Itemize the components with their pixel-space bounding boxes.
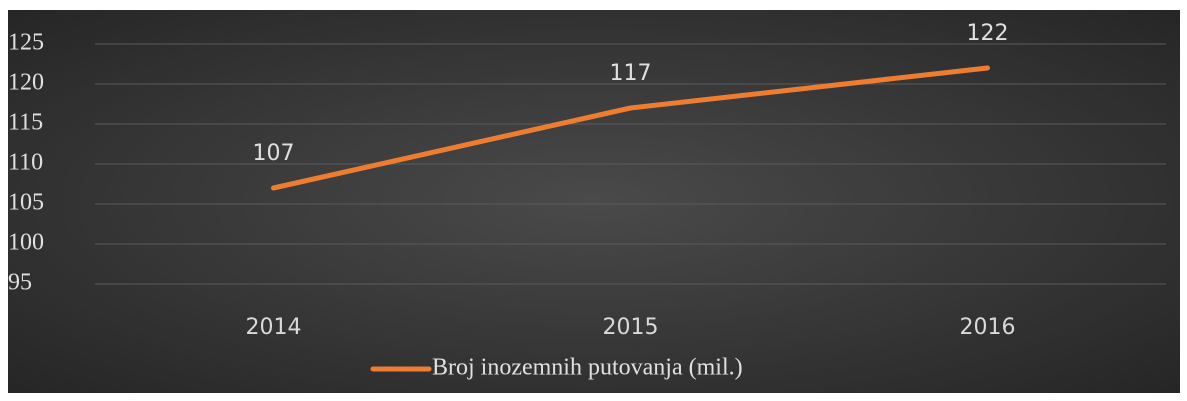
x-tick-label: 2014 — [246, 315, 302, 340]
chart-background — [8, 10, 1180, 393]
data-line — [271, 65, 990, 191]
y-tick-label: 100 — [8, 230, 44, 256]
data-label: 117 — [610, 61, 652, 86]
legend-label: Broj inozemnih putovanja (mil.) — [432, 355, 743, 381]
data-label: 122 — [967, 21, 1009, 46]
y-tick-label: 115 — [8, 110, 43, 136]
data-label: 107 — [253, 141, 295, 166]
y-tick-label: 110 — [8, 150, 43, 176]
y-tick-label: 125 — [8, 30, 44, 56]
plot: 95 100 105 110 115 120 125 2014 2015 2016 107 117 12… — [8, 21, 1166, 381]
y-tick-label: 95 — [8, 270, 32, 296]
x-tick-label: 2015 — [603, 315, 659, 340]
y-tick-label: 120 — [8, 70, 44, 96]
x-tick-label: 2016 — [960, 315, 1016, 340]
y-tick-label: 105 — [8, 190, 44, 216]
